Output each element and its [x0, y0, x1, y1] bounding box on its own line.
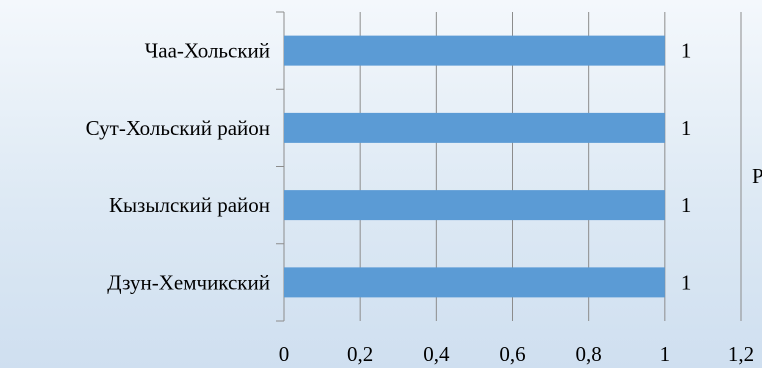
category-label: Чаа-Хольский [145, 39, 270, 63]
x-tick-label: 0,4 [423, 342, 450, 366]
x-tick-label: 1,2 [728, 342, 754, 366]
bar [284, 190, 665, 221]
data-label: 1 [681, 116, 692, 140]
data-label: 1 [681, 193, 692, 217]
x-tick-label: 1 [660, 342, 671, 366]
category-label: Кызылский район [109, 193, 270, 217]
bar [284, 35, 665, 66]
x-tick-label: 0,8 [576, 342, 602, 366]
x-tick-label: 0,2 [347, 342, 373, 366]
category-label: Дзун-Хемчикский [107, 270, 270, 294]
category-label: Сут-Хольский район [86, 116, 270, 140]
data-label: 1 [681, 270, 692, 294]
x-tick-label: 0,6 [499, 342, 525, 366]
bar [284, 267, 665, 298]
bar [284, 112, 665, 143]
x-tick-label: 0 [279, 342, 290, 366]
data-label: 1 [681, 39, 692, 63]
legend-fragment: Р [752, 164, 762, 188]
